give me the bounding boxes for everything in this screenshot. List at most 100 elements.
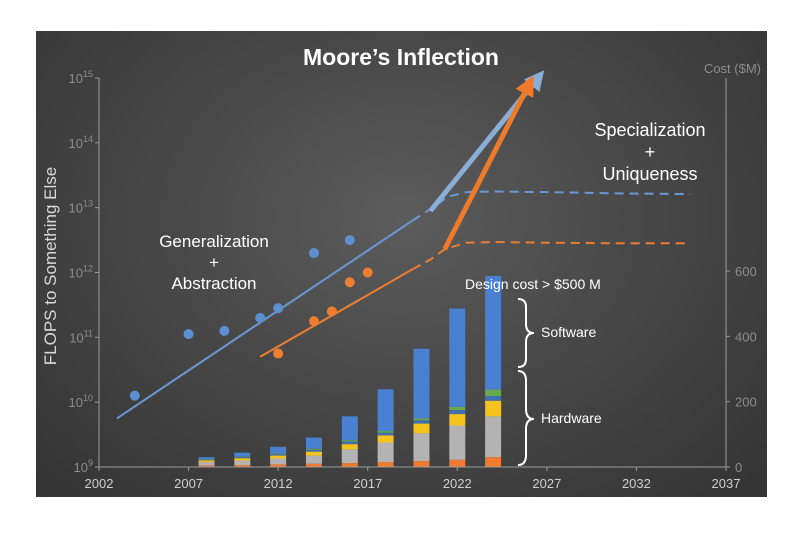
data-point — [308, 316, 319, 327]
cost-bar-segment — [485, 457, 502, 467]
x-tick-label: 2032 — [622, 476, 651, 491]
cost-bar-segment — [198, 459, 215, 461]
generalization-line-2: + — [209, 253, 219, 272]
cost-bar-segment — [305, 437, 322, 449]
data-point — [344, 235, 355, 246]
y-left-tick-label: 1013 — [69, 199, 93, 216]
cost-bar-segment — [413, 348, 430, 419]
data-point — [273, 348, 284, 359]
y-left-tick-label: 1014 — [69, 134, 93, 151]
cost-bar-segment — [234, 456, 251, 457]
cost-bar-segment — [449, 459, 466, 467]
cost-bar-segment — [485, 389, 502, 397]
cost-bar-segment — [485, 275, 502, 390]
chart-title: Moore’s Inflection — [303, 44, 499, 70]
trend-line-dashed — [412, 240, 691, 271]
hardware-brace — [517, 370, 535, 466]
y-left-tick-label: 1015 — [69, 69, 93, 86]
trend-arrow — [442, 75, 534, 251]
cost-bar-segment — [305, 463, 322, 467]
specialization-line-1: Specialization — [594, 120, 705, 140]
cost-bar-segment — [198, 462, 215, 466]
cost-bar-segment — [413, 420, 430, 424]
x-tick-label: 2002 — [85, 476, 114, 491]
generalization-annotation: Generalization + Abstraction — [159, 232, 269, 293]
software-label: Software — [541, 324, 596, 340]
cost-bar-segment — [305, 451, 322, 456]
data-point — [129, 390, 140, 401]
specialization-annotation: Specialization + Uniqueness — [594, 120, 705, 184]
x-tick-label: 2037 — [712, 476, 741, 491]
cost-bar-segment — [449, 308, 466, 407]
y-right-tick-label: 600 — [735, 264, 757, 279]
design-cost-annotation: Design cost > $500 M — [465, 276, 601, 292]
cost-bar-segment — [449, 410, 466, 415]
software-brace — [517, 298, 535, 368]
cost-bar-segment — [198, 460, 215, 463]
hardware-label: Hardware — [541, 410, 602, 426]
cost-bar-segment — [485, 396, 502, 401]
data-point — [308, 248, 319, 259]
y-right-axis-label: Cost ($M) — [704, 61, 761, 76]
cost-bar-segment — [305, 449, 322, 452]
cost-bar-segment — [377, 462, 394, 467]
specialization-line-2: + — [645, 142, 656, 162]
cost-bar-segment — [270, 464, 287, 467]
x-tick-label: 2007 — [174, 476, 203, 491]
cost-bar-segment — [449, 425, 466, 460]
cost-bar-segment — [341, 444, 358, 450]
cost-bar-segment — [341, 441, 358, 445]
cost-bar-segment — [234, 465, 251, 467]
cost-bar-segment — [485, 400, 502, 417]
cost-bar-segment — [198, 465, 215, 467]
cost-bar-segment — [449, 414, 466, 426]
data-point — [219, 325, 230, 336]
x-tick-label: 2022 — [443, 476, 472, 491]
y-right-tick-label: 200 — [735, 395, 757, 410]
data-point — [183, 329, 194, 340]
y-left-tick-label: 1011 — [69, 328, 93, 345]
cost-bar-segment — [341, 463, 358, 467]
cost-bar-segment — [377, 442, 394, 463]
x-tick-label: 2017 — [353, 476, 382, 491]
cost-bar-segment — [234, 456, 251, 459]
cost-bar-segment — [234, 452, 251, 457]
x-tick-label: 2012 — [264, 476, 293, 491]
cost-bar-segment — [270, 455, 287, 459]
y-left-tick-label: 1012 — [69, 264, 93, 281]
cost-bar-segment — [198, 457, 215, 459]
data-point — [344, 277, 355, 288]
cost-bar-segment — [485, 416, 502, 458]
y-left-tick-label: 1010 — [69, 393, 93, 410]
cost-bar-segment — [341, 440, 358, 442]
cost-bar-segment — [377, 435, 394, 443]
chart-canvas: Moore’s Inflection Cost ($M) FLOPS to So… — [41, 44, 761, 491]
cost-bar-segment — [413, 418, 430, 421]
cost-bar-segment — [449, 406, 466, 411]
cost-bar-segment — [377, 432, 394, 436]
cost-bar-segment — [377, 431, 394, 433]
data-point — [326, 306, 337, 317]
cost-bar-segment — [270, 453, 287, 455]
cost-bar-segment — [234, 458, 251, 461]
x-tick-label: 2027 — [532, 476, 561, 491]
specialization-line-3: Uniqueness — [602, 164, 697, 184]
cost-bar-segment — [270, 458, 287, 465]
y-right-tick-label: 0 — [735, 460, 742, 475]
cost-bar-segment — [341, 416, 358, 441]
cost-bar-segment — [413, 423, 430, 434]
cost-bar-segment — [413, 433, 430, 462]
y-left-tick-label: 109 — [74, 458, 93, 475]
cost-bar-segment — [305, 455, 322, 464]
y-right-tick-label: 400 — [735, 329, 757, 344]
cost-bar-segment — [305, 448, 322, 450]
cost-bar-segment — [270, 454, 287, 456]
cost-bar-segment — [413, 461, 430, 467]
generalization-line-1: Generalization — [159, 232, 269, 251]
chart-slide: Moore’s Inflection Cost ($M) FLOPS to So… — [36, 31, 767, 497]
data-point — [362, 267, 373, 278]
data-point — [255, 312, 266, 323]
cost-bar-segment — [234, 460, 251, 466]
cost-bar-segment — [341, 449, 358, 464]
y-left-axis-label: FLOPS to Something Else — [41, 167, 60, 365]
